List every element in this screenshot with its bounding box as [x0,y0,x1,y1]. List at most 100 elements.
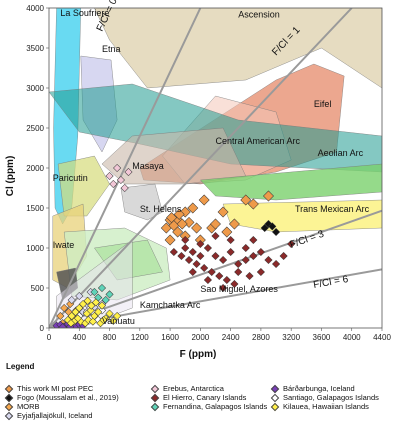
point-morb [60,303,69,313]
point-eyjafjallajo-kull-iceland [67,295,76,305]
point-el-hierro-canary-islands [177,251,186,261]
legend-item-el-hierro-canary-islands: El Hierro, Canary Islands [150,393,247,402]
legend-item-this-work-mi-post-pec: This work MI post PEC [4,384,94,393]
y-tick-label: 4000 [26,4,44,13]
point-this-work-mi-post-pec [221,226,233,238]
point-el-hierro-canary-islands [241,243,250,253]
point-kilauea-hawaiian-islands [86,306,95,315]
compositional-fields [49,8,382,328]
field-label-iwate: Iwate [53,240,75,250]
y-tick-label: 3000 [26,84,44,93]
legend-item-ba-r-arbunga-iceland: Bárðarbunga, Iceland [270,384,355,393]
x-tick-label: 4400 [373,333,391,342]
y-tick-label: 2000 [26,164,44,173]
point-eyjafjallajo-kull-iceland [75,291,84,301]
point-erebus-antarctica [120,183,129,193]
data-points [52,163,296,328]
point-kilauea-hawaiian-islands [109,316,118,325]
point-morb [56,311,65,321]
point-fernandina-galapagos-islands [97,283,107,293]
point-this-work-mi-post-pec [210,218,221,230]
legend-label: Erebus, Antarctica [163,384,224,393]
point-el-hierro-canary-islands [245,271,254,281]
x-tick-label: 0 [47,333,52,342]
point-this-work-mi-post-pec [173,208,185,220]
legend-symbol [150,393,160,402]
y-tick-label: 1000 [26,244,44,253]
field-label-etna: Etna [102,44,121,54]
legend-label: El Hierro, Canary Islands [163,393,247,402]
point-this-work-mi-post-pec [172,226,184,238]
x-tick-label: 3200 [282,333,300,342]
point-kilauea-hawaiian-islands [66,319,75,328]
point-el-hierro-canary-islands [184,255,194,265]
point-el-hierro-canary-islands [256,247,265,257]
point-kilauea-hawaiian-islands [97,301,107,310]
point-this-work-mi-post-pec [263,190,274,202]
x-tick-label: 1200 [131,333,149,342]
point-kilauea-hawaiian-islands [91,298,100,307]
point-this-work-mi-post-pec [228,218,240,230]
point-erebus-antarctica [116,175,125,185]
field-label-eifel: Eifel [314,99,332,109]
legend-label: Fernandina, Galapagos Islands [163,402,268,411]
point-kilauea-hawaiian-islands [79,299,88,309]
legend-symbol [4,384,14,393]
point-el-hierro-canary-islands [211,231,220,241]
point-el-hierro-canary-islands [196,239,205,249]
legend-symbol [4,411,14,420]
point-kilauea-hawaiian-islands [99,315,108,325]
legend-symbol [270,384,280,393]
point-kilauea-hawaiian-islands [105,309,114,318]
point-erebus-antarctica [105,171,114,181]
ratio-label-f-cl-6: F/Cl = 6 [312,274,349,291]
x-tick-label: 2400 [222,333,240,342]
legend-item-santiago-galapagos-islands: Santiago, Galapagos Islands [270,393,379,402]
field-label-trans-mexican-arc: Trans Mexican Arc [295,204,370,214]
point-kilauea-hawaiian-islands [87,301,96,310]
field-label-masaya: Masaya [132,161,164,171]
point-this-work-mi-post-pec [240,194,252,206]
point-erebus-antarctica [109,179,118,189]
legend-symbol [150,384,160,393]
point-el-hierro-canary-islands [203,243,212,253]
legend-symbol [4,393,14,402]
point-this-work-mi-post-pec [247,198,259,210]
x-tick-label: 4000 [343,333,361,342]
legend-label: Fogo (Moussalam et al., 2019) [17,393,119,402]
point-erebus-antarctica [124,167,133,177]
legend-label: Eyjafjallajökull, Iceland [17,411,93,420]
x-axis-ticks: 0 400 800 1200 1600 2000 2400 2800 3200 3600 4000 4… [47,328,391,342]
legend-label: Santiago, Galapagos Islands [283,393,379,402]
legend-symbol [270,402,280,411]
point-this-work-mi-post-pec [187,202,199,214]
point-el-hierro-canary-islands [272,259,281,269]
y-tick-label: 3500 [26,44,44,53]
legend-symbol [150,402,160,411]
point-this-work-mi-post-pec [198,194,210,206]
point-this-work-mi-post-pec [217,206,229,218]
chart-svg: 0 400 800 1200 1600 2000 2400 2800 3200 3600 4000 4… [5,0,391,360]
field-label-st-helens: St. Helens [140,204,182,214]
point-el-hierro-canary-islands [226,235,235,245]
point-kilauea-hawaiian-islands [71,307,80,317]
y-axis-ticks: 0 500 1000 1500 2000 2500 3000 3500 4000 [26,4,49,333]
field-label-kamchatka-arc: Kamchatka Arc [140,300,201,310]
point-fogo-moussalam-et-al-2019 [268,222,277,231]
legend-item-kilauea-hawaiian-islands: Kilauea, Hawaiian Islands [270,402,369,411]
y-tick-label: 500 [31,284,45,293]
point-this-work-mi-post-pec [166,212,178,224]
ratio-line-f-cl-0-5 [49,8,202,328]
field-aeolian-arc [49,83,382,173]
x-tick-label: 2000 [191,333,209,342]
point-el-hierro-canary-islands [249,251,258,261]
y-tick-label: 1500 [26,204,44,213]
legend-label: This work MI post PEC [17,384,94,393]
point-el-hierro-canary-islands [226,247,235,257]
point-fernandina-galapagos-islands [101,295,110,305]
point-el-hierro-canary-islands [169,247,178,257]
point-kilauea-hawaiian-islands [94,307,103,317]
point-kilauea-hawaiian-islands [83,296,92,305]
field-green-field [199,163,382,201]
x-tick-label: 1600 [161,333,179,342]
